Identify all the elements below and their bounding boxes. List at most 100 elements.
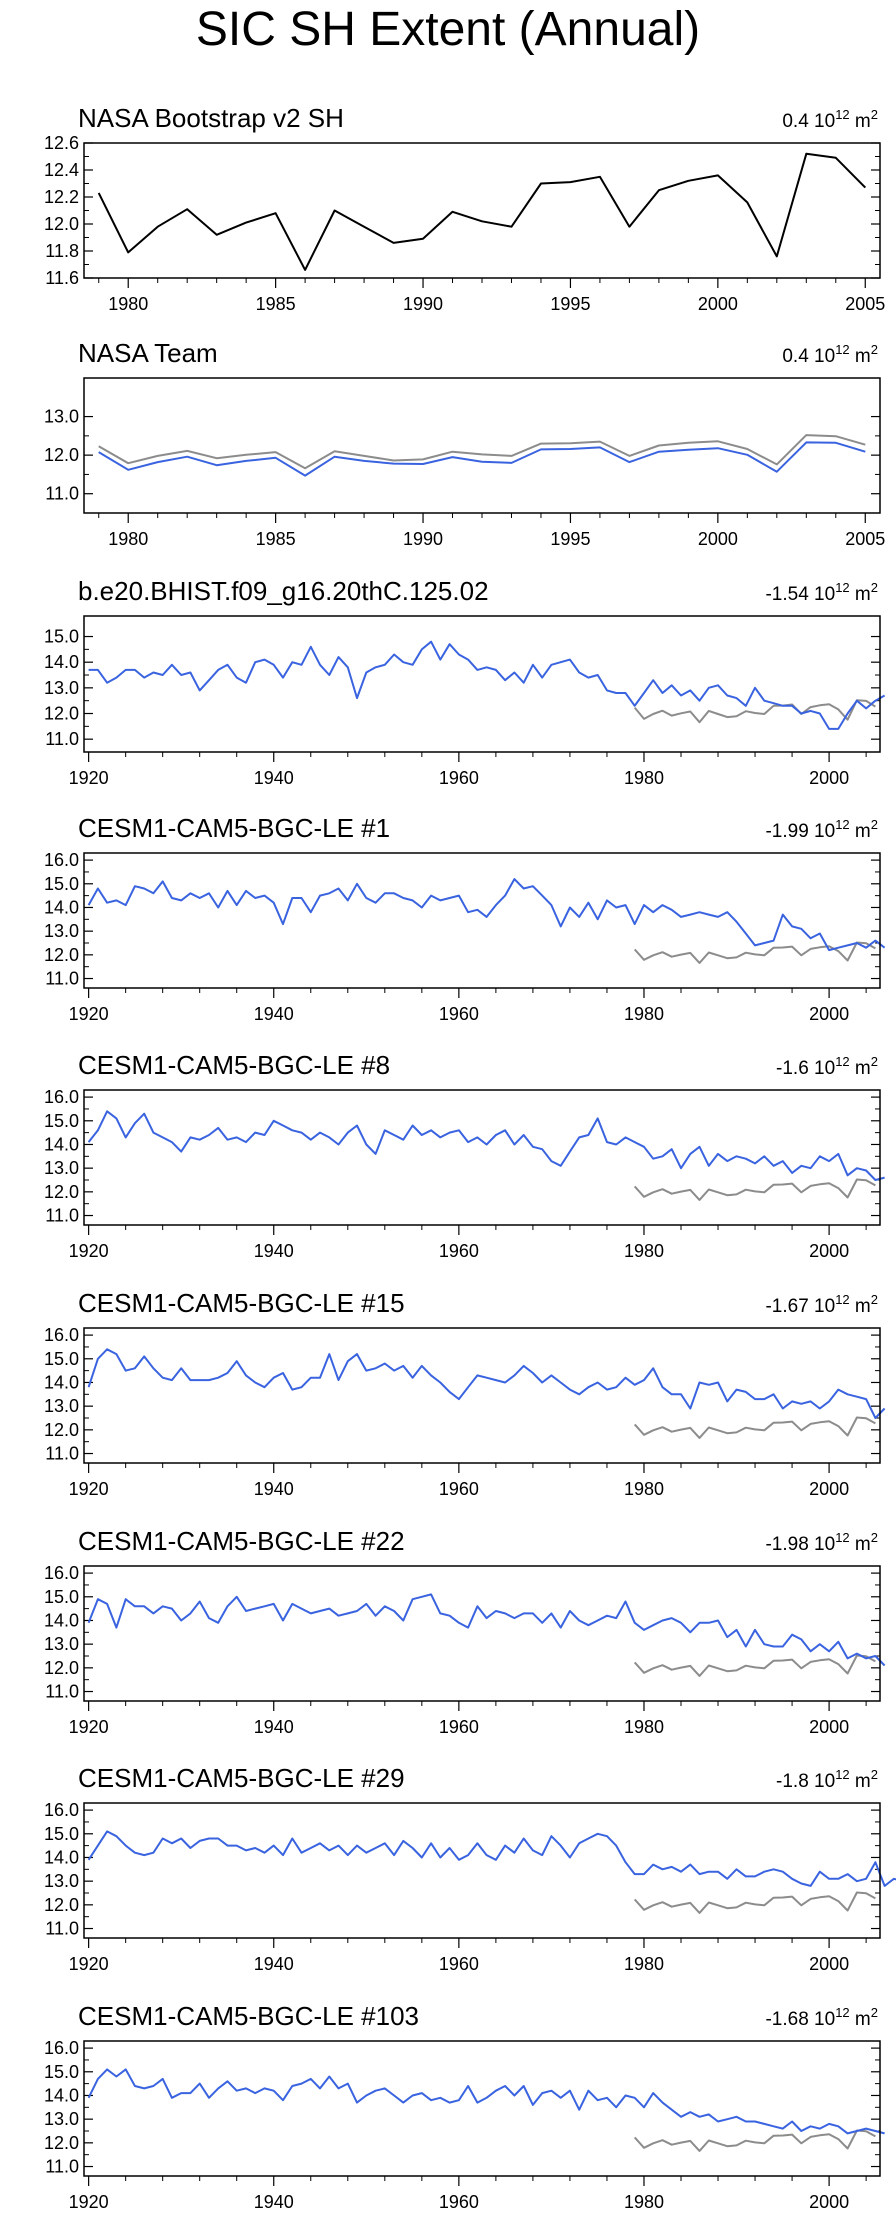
trend-exponent: 12	[835, 580, 849, 595]
chart-title: CESM1-CAM5-BGC-LE #8	[78, 1050, 390, 1080]
x-tick-label: 1980	[624, 2192, 664, 2212]
y-tick-label: 11.0	[45, 1682, 79, 1702]
x-tick-label: 1995	[550, 294, 590, 314]
y-tick-label: 12.6	[44, 133, 79, 153]
y-tick-label: 12.0	[44, 445, 79, 465]
x-tick-label: 1980	[108, 529, 148, 549]
series-line-model	[88, 640, 886, 730]
y-tick-label: 13.0	[44, 1871, 79, 1891]
y-tick-label: 11.0	[45, 1444, 79, 1464]
trend-exponent: 12	[835, 107, 849, 122]
series-line-bootstrap	[633, 1178, 876, 1201]
y-tick-label: 11.0	[45, 1919, 79, 1939]
x-tick-label: 2005	[845, 294, 885, 314]
x-tick-label: 1960	[439, 1479, 479, 1499]
x-tick-label: 1960	[439, 1717, 479, 1737]
plot-frame	[83, 1327, 881, 1464]
chart-panel-5: CESM1-CAM5-BGC-LE #8 -1.6 1012 m2 11.0 12.0…	[44, 1050, 885, 1261]
y-tick-label: 12.0	[44, 1420, 79, 1440]
x-tick-label: 1985	[256, 294, 296, 314]
x-tick-label: 1940	[254, 1004, 294, 1024]
chart-title: NASA Team	[78, 338, 218, 368]
x-tick-label: 1980	[624, 1717, 664, 1737]
trend-exponent: 12	[835, 2005, 849, 2020]
chart-panel-2: NASA Team 0.4 1012 m2 11.0 12.0 13.0 1980 1985…	[44, 338, 885, 549]
trend-exponent: 12	[835, 817, 849, 832]
x-tick-label: 1960	[439, 768, 479, 788]
plot-frame	[83, 377, 881, 514]
y-tick-label: 16.0	[44, 1800, 79, 1820]
x-tick-label: 1960	[439, 2192, 479, 2212]
chart-panel-6: CESM1-CAM5-BGC-LE #15 -1.67 1012 m2 11.0 12…	[44, 1288, 886, 1499]
chart-panel-4: CESM1-CAM5-BGC-LE #1 -1.99 1012 m2 11.0 12.…	[44, 813, 886, 1024]
trend-value: -1.8 10	[776, 1771, 835, 1792]
trend-label: 0.4 1012 m2	[782, 342, 878, 367]
x-tick-label: 1980	[624, 768, 664, 788]
series-line-bootstrap	[633, 1416, 876, 1439]
y-tick-label: 14.0	[44, 652, 79, 672]
y-tick-label: 12.0	[44, 704, 79, 724]
y-tick-label: 13.0	[44, 1396, 79, 1416]
plot-frame	[83, 1565, 881, 1702]
x-tick-label: 2000	[809, 1954, 849, 1974]
trend-label: -1.54 1012 m2	[765, 580, 878, 605]
trend-label: -1.99 1012 m2	[765, 817, 878, 842]
series-line-bootstrap	[633, 1891, 876, 1914]
y-tick-label: 15.0	[44, 1587, 79, 1607]
series-line-model	[87, 878, 886, 952]
y-tick-label: 13.0	[44, 407, 79, 427]
x-tick-label: 2000	[809, 1241, 849, 1261]
x-tick-label: 2000	[809, 1717, 849, 1737]
chart-panel-1: NASA Bootstrap v2 SH 0.4 1012 m2 11.6 11.8 1…	[44, 103, 885, 314]
y-tick-label: 13.0	[44, 1158, 79, 1178]
trend-unit: m	[850, 2009, 871, 2030]
series-line-bootstrap	[98, 434, 866, 470]
y-tick-label: 16.0	[44, 2038, 79, 2058]
y-tick-label: 12.2	[44, 187, 79, 207]
chart-title: CESM1-CAM5-BGC-LE #15	[78, 1288, 405, 1318]
x-tick-label: 1960	[439, 1954, 479, 1974]
trend-unit: m	[850, 1534, 871, 1555]
y-tick-label: 16.0	[44, 850, 79, 870]
x-tick-label: 2000	[809, 1479, 849, 1499]
y-tick-label: 12.0	[44, 1658, 79, 1678]
chart-title: CESM1-CAM5-BGC-LE #22	[78, 1526, 405, 1556]
chart-panel-8: CESM1-CAM5-BGC-LE #29 -1.8 1012 m2 11.0 12.…	[44, 1763, 896, 1974]
chart-panel-3: b.e20.BHIST.f09_g16.20thC.125.02 -1.54 10…	[44, 576, 886, 788]
y-tick-label: 13.0	[44, 678, 79, 698]
chart-title: CESM1-CAM5-BGC-LE #103	[78, 2001, 419, 2031]
trend-unit-exponent: 2	[871, 1292, 878, 1307]
trend-value: -1.99 10	[765, 821, 835, 842]
x-tick-label: 1980	[624, 1479, 664, 1499]
x-tick-label: 1980	[624, 1241, 664, 1261]
trend-unit: m	[850, 111, 871, 132]
trend-value: 0.4 10	[782, 111, 835, 132]
trend-unit: m	[850, 1058, 871, 1079]
y-tick-label: 15.0	[44, 1349, 79, 1369]
x-tick-label: 1980	[624, 1004, 664, 1024]
y-tick-label: 16.0	[44, 1087, 79, 1107]
trend-unit: m	[850, 584, 871, 605]
x-tick-label: 1920	[69, 2192, 109, 2212]
y-tick-label: 14.0	[44, 1610, 79, 1630]
trend-unit: m	[850, 821, 871, 842]
y-tick-label: 11.0	[45, 484, 79, 504]
trend-unit-exponent: 2	[871, 2005, 878, 2020]
y-tick-label: 11.0	[45, 729, 79, 749]
trend-label: 0.4 1012 m2	[782, 107, 878, 132]
x-tick-label: 1920	[69, 1241, 109, 1261]
x-tick-label: 1990	[403, 529, 443, 549]
x-tick-label: 1920	[69, 1954, 109, 1974]
y-tick-label: 12.0	[44, 1895, 79, 1915]
y-tick-label: 12.0	[44, 2133, 79, 2153]
y-tick-label: 12.0	[44, 214, 79, 234]
x-tick-label: 1920	[69, 768, 109, 788]
y-tick-label: 13.0	[44, 921, 79, 941]
x-tick-label: 1940	[254, 2192, 294, 2212]
plot-frame	[83, 615, 881, 753]
trend-unit-exponent: 2	[871, 342, 878, 357]
trend-unit-exponent: 2	[871, 580, 878, 595]
y-tick-label: 12.0	[44, 1182, 79, 1202]
y-tick-label: 16.0	[44, 1563, 79, 1583]
